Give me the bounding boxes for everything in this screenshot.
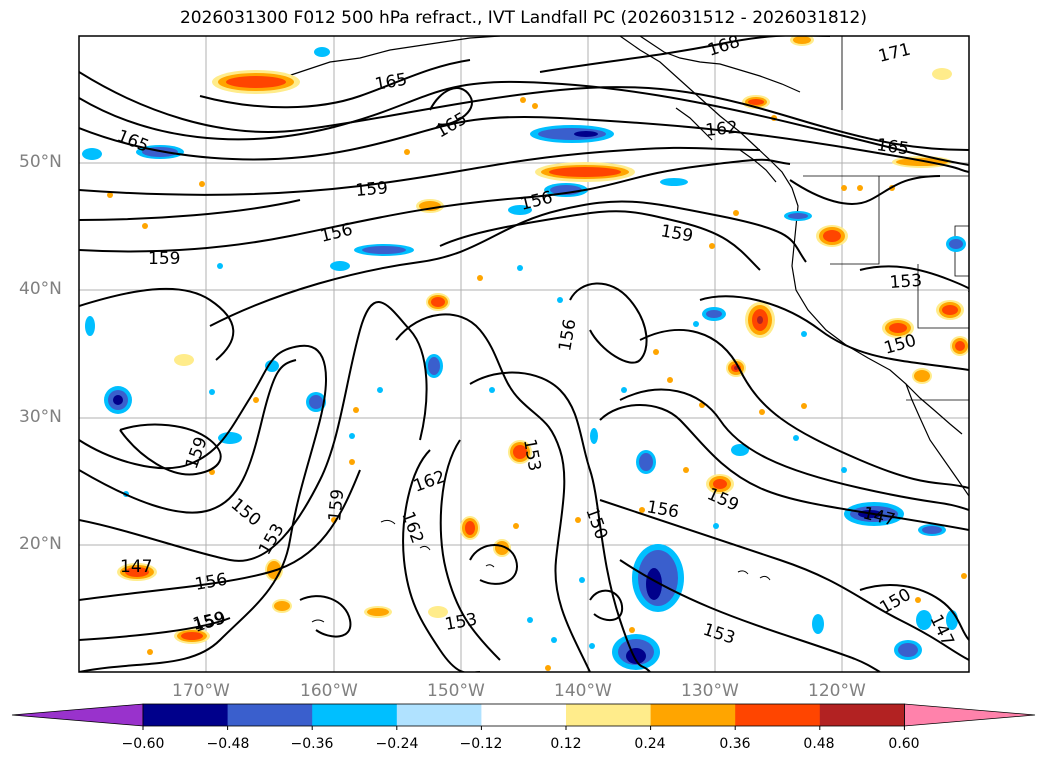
contour-label: 159: [659, 221, 694, 246]
negative-anomalies: [82, 47, 966, 670]
lon-label: 160°W: [300, 681, 358, 701]
map-frame: [78, 35, 970, 673]
contour-label: 162: [397, 509, 427, 546]
contour-label: 159: [148, 249, 180, 269]
contour-label: 156: [645, 497, 680, 522]
colorbar-segment: [819, 704, 905, 726]
contour-label: 150: [581, 505, 611, 542]
contour-label: 171: [876, 40, 912, 67]
contour-label: 153: [889, 271, 923, 293]
contour-label: 165: [373, 70, 408, 95]
contour-label: 153: [700, 620, 737, 649]
colorbar-tick-label: 0.48: [803, 736, 835, 752]
colorbar-tick-label: 0.24: [634, 736, 666, 752]
colorbar-tick-label: −0.60: [121, 736, 165, 752]
lat-label: 40°N: [19, 279, 62, 299]
contour-label: 153: [255, 520, 289, 558]
lon-label: 170°W: [172, 681, 230, 701]
contour-label: 159: [704, 484, 742, 515]
map-title: 2026031300 F012 500 hPa refract., IVT La…: [179, 8, 867, 28]
lat-label: 30°N: [19, 407, 62, 427]
colorbar-extend-left: [11, 703, 144, 727]
contour-label: 165: [433, 109, 471, 143]
colorbar-tick-label: −0.12: [459, 736, 503, 752]
colorbar-tick-label: −0.36: [290, 736, 334, 752]
colorbar-tick-label: 0.36: [719, 736, 751, 752]
colorbar-segment: [143, 704, 229, 726]
colorbar-tick-label: −0.48: [206, 736, 250, 752]
colorbar-tick-label: −0.24: [375, 736, 419, 752]
colorbar-segment: [227, 704, 313, 726]
colorbar-segment: [481, 704, 567, 726]
contour-label: 156: [518, 188, 554, 215]
colorbar-extend-right: [904, 703, 1036, 727]
contour-label: 165: [875, 135, 910, 159]
political-borders: [803, 36, 969, 401]
contour-label: 159: [355, 178, 389, 201]
islands: [311, 519, 771, 623]
colorbar-tick-label: 0.12: [550, 736, 582, 752]
lon-label: 120°W: [808, 681, 866, 701]
colorbar: [11, 703, 1036, 730]
colorbar-segment: [312, 704, 398, 726]
lat-label: 20°N: [19, 534, 62, 554]
lon-label: 150°W: [427, 681, 485, 701]
contour-label: 165: [114, 126, 152, 157]
contour-labels: 168 171 165 165 165 162 165 159 159 156 …: [114, 36, 958, 649]
contour-label: 150: [227, 495, 265, 531]
colorbar-segment: [735, 704, 821, 726]
contour-label: 156: [193, 570, 228, 595]
contour-label: 159: [191, 609, 227, 635]
colorbar-segment: [650, 704, 736, 726]
lon-label: 130°W: [681, 681, 739, 701]
colorbar-segment: [566, 704, 652, 726]
contour-label: 150: [877, 585, 915, 619]
contour-label: 159: [182, 434, 212, 471]
contour-label: 162: [704, 118, 738, 141]
gridlines: [79, 36, 969, 672]
refractivity-contours: [79, 36, 969, 672]
lat-label: 50°N: [19, 152, 62, 172]
contour-label: 147: [120, 557, 152, 577]
contour-label: 156: [318, 220, 354, 247]
contour-label: 156: [555, 317, 580, 352]
colorbar-tick-label: 0.60: [888, 736, 920, 752]
speckles: [107, 97, 967, 671]
contour-label: 159: [325, 488, 348, 522]
colorbar-border: [142, 703, 905, 727]
positive-anomalies: [117, 36, 969, 644]
contour-label: 153: [519, 437, 544, 472]
colorbar-segment: [396, 704, 482, 726]
lon-label: 140°W: [554, 681, 612, 701]
